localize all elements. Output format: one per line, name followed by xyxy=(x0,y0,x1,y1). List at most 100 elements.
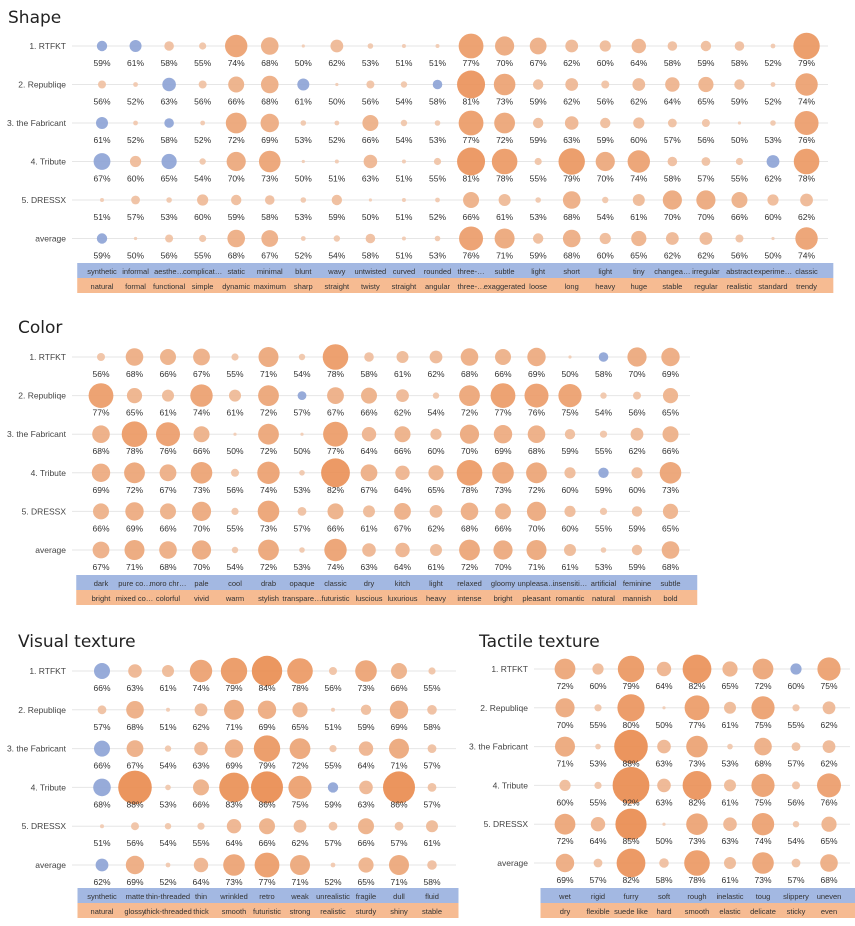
shape-value-label: 65% xyxy=(697,97,714,107)
shape-value-label: 53% xyxy=(530,212,547,222)
shape-value-label: 55% xyxy=(429,174,446,184)
shape-bubble xyxy=(731,192,748,208)
shape-bubble xyxy=(701,119,710,127)
color-top-category-band xyxy=(76,575,698,590)
shape-value-label: 51% xyxy=(395,251,412,261)
visual-texture-value-label: 71% xyxy=(390,877,407,887)
shape-category-top: complicat… xyxy=(183,267,222,276)
visual-texture-bubble xyxy=(426,820,438,833)
shape-bubble xyxy=(493,73,516,96)
visual-texture-value-label: 56% xyxy=(324,683,341,693)
shape-bubble xyxy=(131,195,140,205)
shape-category-bottom: straight xyxy=(325,282,351,291)
color-bubble xyxy=(396,351,409,363)
color-value-label: 69% xyxy=(528,369,545,379)
visual-texture-value-label: 57% xyxy=(390,838,407,848)
color-bubble xyxy=(492,462,514,484)
shape-bubble xyxy=(495,36,515,56)
shape-bubble xyxy=(300,236,306,241)
color-value-label: 60% xyxy=(561,485,578,495)
shape-value-label: 79% xyxy=(563,174,580,184)
visual-texture-bubble xyxy=(226,819,242,834)
shape-row-label: average xyxy=(35,234,66,244)
shape-category-top: wavy xyxy=(327,267,345,276)
color-value-label: 76% xyxy=(159,446,176,456)
shape-bubble xyxy=(96,233,108,244)
shape-value-label: 58% xyxy=(429,97,446,107)
shape-bubble xyxy=(133,120,138,126)
shape-bubble xyxy=(737,121,742,125)
color-value-label: 55% xyxy=(226,369,243,379)
color-chart-title: Color xyxy=(18,318,62,338)
color-bubble xyxy=(558,384,582,408)
visual-texture-value-label: 65% xyxy=(357,877,374,887)
tactile-texture-bubble xyxy=(727,743,733,750)
visual-texture-bubble xyxy=(259,818,275,835)
visual-texture-value-label: 73% xyxy=(357,683,374,693)
shape-value-label: 67% xyxy=(93,174,110,184)
tactile-texture-bubble xyxy=(752,852,774,874)
tactile-texture-bubble xyxy=(723,817,737,831)
visual-texture-value-label: 77% xyxy=(258,877,275,887)
shape-bubble xyxy=(260,113,279,133)
shape-value-label: 50% xyxy=(731,135,748,145)
color-category-top: pale xyxy=(194,579,208,588)
tactile-texture-value-label: 55% xyxy=(589,720,606,730)
shape-bubble xyxy=(457,70,486,99)
color-value-label: 66% xyxy=(92,523,109,533)
color-value-label: 77% xyxy=(494,408,511,418)
shape-value-label: 73% xyxy=(261,174,278,184)
shape-value-label: 60% xyxy=(597,58,614,68)
tactile-texture-bubble xyxy=(754,737,772,756)
shape-bubble xyxy=(770,43,776,49)
color-value-label: 69% xyxy=(494,446,511,456)
visual-texture-value-label: 78% xyxy=(291,683,308,693)
shape-bubble xyxy=(627,150,650,173)
shape-value-label: 57% xyxy=(664,135,681,145)
visual-texture-bubble xyxy=(94,740,110,757)
shape-category-bottom: standard xyxy=(758,282,787,291)
shape-value-label: 54% xyxy=(395,97,412,107)
shape-bubble xyxy=(165,234,174,243)
visual-texture-value-label: 62% xyxy=(291,838,308,848)
tactile-texture-value-label: 80% xyxy=(622,720,639,730)
shape-bubble xyxy=(667,41,678,51)
shape-value-label: 77% xyxy=(463,58,480,68)
visual-texture-value-label: 69% xyxy=(390,722,407,732)
visual-texture-value-label: 69% xyxy=(258,722,275,732)
shape-value-label: 66% xyxy=(463,212,480,222)
shape-bubble xyxy=(434,235,441,242)
shape-category-top: curved xyxy=(393,267,416,276)
shape-category-top: tiny xyxy=(633,267,645,276)
visual-texture-chart-title: Visual texture xyxy=(18,632,136,652)
color-row-label: average xyxy=(35,545,66,555)
shape-bubble xyxy=(362,115,379,131)
visual-texture-bubble xyxy=(253,735,281,762)
color-value-label: 64% xyxy=(394,562,411,572)
tactile-texture-bubble xyxy=(559,779,571,792)
color-bubble xyxy=(92,425,110,444)
visual-texture-bubble xyxy=(389,738,409,759)
color-value-label: 59% xyxy=(628,523,645,533)
color-value-label: 56% xyxy=(628,408,645,418)
shape-value-label: 61% xyxy=(630,212,647,222)
color-category-bottom: heavy xyxy=(426,594,446,603)
shape-bubble xyxy=(700,40,712,52)
shape-bubble xyxy=(667,156,678,167)
color-value-label: 55% xyxy=(595,523,612,533)
shape-value-label: 62% xyxy=(630,97,647,107)
color-value-label: 72% xyxy=(461,562,478,572)
color-value-label: 62% xyxy=(427,369,444,379)
shape-bubble xyxy=(595,151,615,172)
tactile-texture-category-bottom: hard xyxy=(656,907,671,916)
visual-texture-bubble xyxy=(164,823,172,830)
shape-bubble xyxy=(333,235,341,242)
tactile-texture-value-label: 70% xyxy=(556,720,573,730)
color-bubble xyxy=(327,387,344,404)
visual-texture-category-top: fluid xyxy=(425,892,439,901)
shape-value-label: 61% xyxy=(496,212,513,222)
shape-value-label: 56% xyxy=(731,251,748,261)
tactile-texture-bubble xyxy=(594,781,602,790)
shape-top-category-band xyxy=(77,263,834,278)
color-bubble xyxy=(257,500,280,523)
